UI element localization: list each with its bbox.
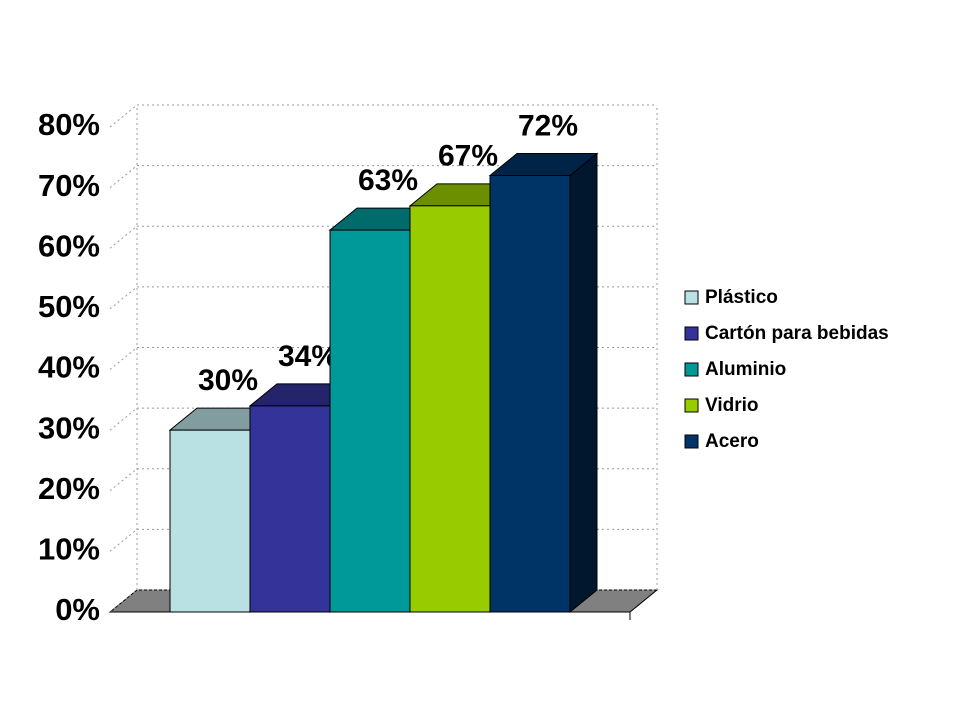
legend-swatch	[684, 398, 699, 413]
grid-diagonal	[109, 104, 138, 128]
legend-swatch	[684, 362, 699, 377]
grid-diagonal	[109, 347, 138, 370]
bar	[409, 205, 491, 613]
bar	[249, 405, 331, 613]
legend-swatch	[684, 434, 699, 449]
grid-diagonal	[109, 165, 138, 189]
bar	[169, 429, 251, 613]
grid-diagonal	[109, 589, 138, 613]
y-tick-label: 10%	[38, 532, 100, 567]
data-label: 67%	[438, 140, 498, 173]
y-tick-label: 60%	[38, 228, 100, 263]
legend-label: Vidrio	[705, 395, 759, 416]
bar	[329, 229, 411, 613]
data-label: 34%	[278, 340, 338, 373]
y-tick-label: 30%	[38, 410, 100, 445]
data-label: 72%	[518, 109, 578, 142]
y-tick-label: 50%	[38, 289, 100, 324]
legend-label: Plástico	[705, 287, 778, 308]
grid-diagonal	[109, 286, 138, 310]
grid-diagonal	[109, 225, 138, 249]
grid-diagonal	[109, 528, 138, 552]
data-label: 30%	[198, 364, 258, 397]
bar-side	[569, 152, 598, 614]
grid-diagonal	[109, 407, 138, 431]
data-label: 63%	[358, 164, 418, 197]
legend-label: Aluminio	[705, 359, 786, 380]
y-tick-label: 40%	[38, 350, 100, 385]
legend-label: Cartón para bebidas	[705, 323, 889, 344]
y-tick-label: 20%	[38, 471, 100, 506]
y-tick-label: 70%	[38, 168, 100, 203]
grid-diagonal	[109, 468, 138, 492]
bar	[489, 175, 571, 613]
legend-label: Acero	[705, 431, 759, 452]
y-tick-label: 80%	[38, 107, 100, 142]
legend-swatch	[684, 290, 699, 305]
y-tick-label: 0%	[55, 592, 100, 627]
legend-swatch	[684, 326, 699, 341]
